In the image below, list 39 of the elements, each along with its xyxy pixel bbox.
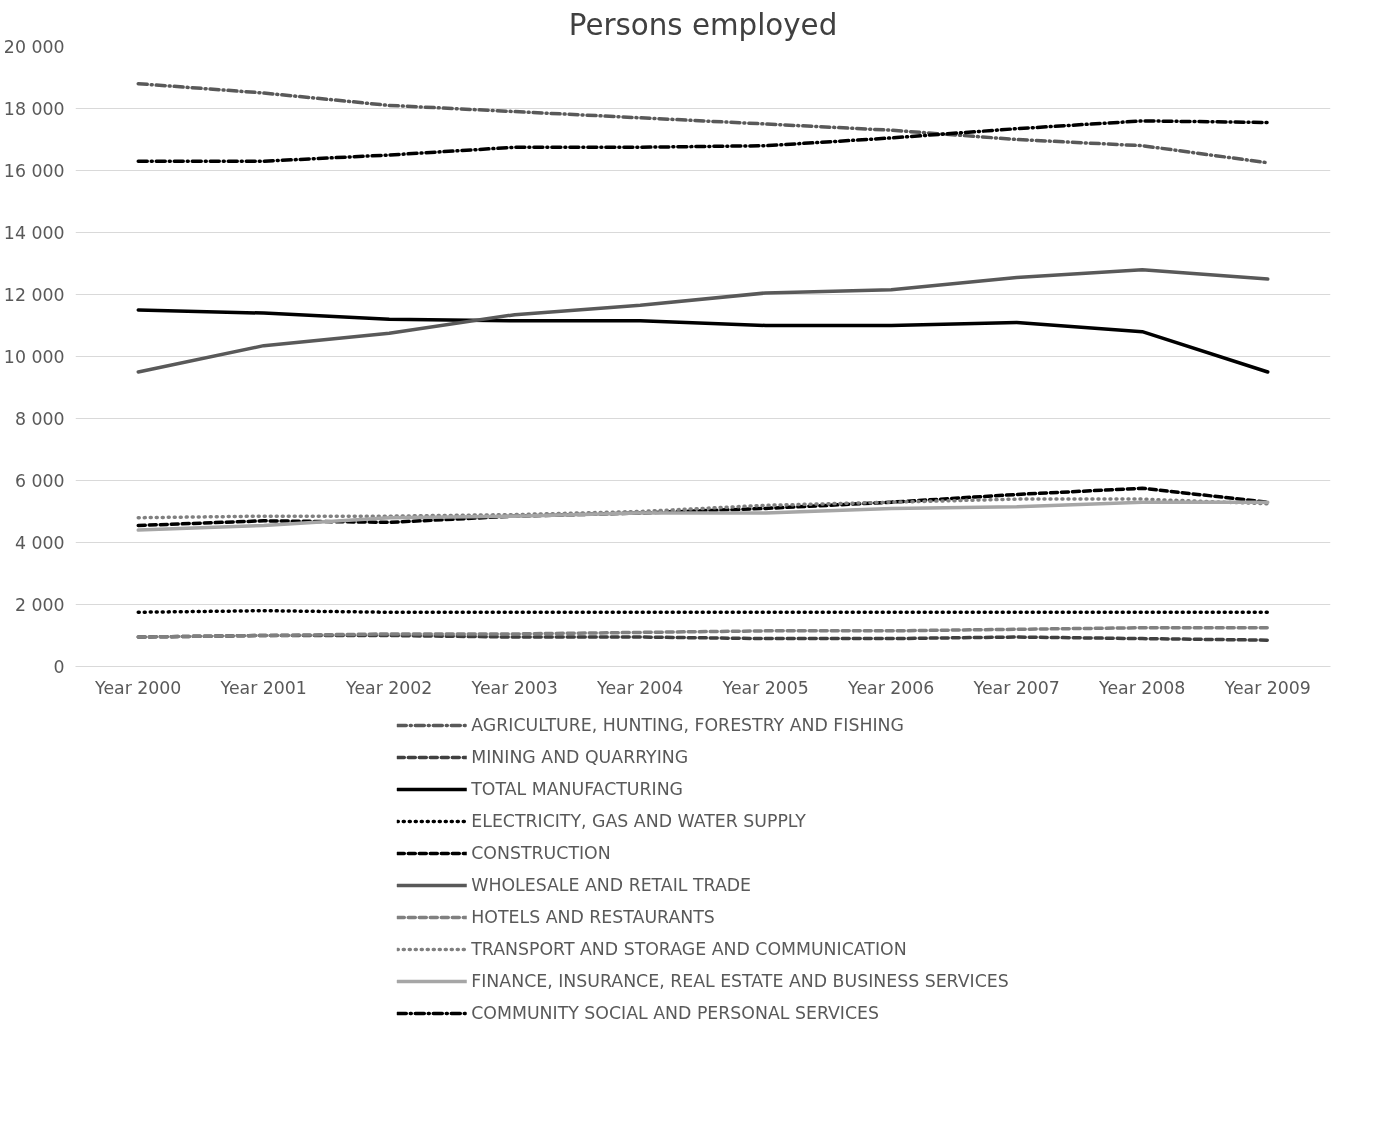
- line-series: [136, 500, 1270, 532]
- y-tick-label: 2 000: [14, 594, 65, 615]
- legend-label: HOTELS AND RESTAURANTS: [471, 907, 715, 927]
- x-tick-label: Year 2007: [972, 677, 1060, 698]
- line-series: [136, 626, 1270, 639]
- x-tick-label: Year 2000: [94, 677, 182, 698]
- line-series: [136, 497, 1270, 520]
- y-tick-label: 8 000: [14, 408, 65, 429]
- chart-title: Persons employed: [568, 7, 838, 42]
- y-tick-label: 6 000: [14, 470, 65, 491]
- y-tick-label: 10 000: [3, 346, 65, 367]
- y-tick-label: 14 000: [3, 222, 65, 243]
- y-tick-label: 0: [53, 656, 65, 677]
- line-series: [136, 267, 1270, 374]
- legend-label: TRANSPORT AND STORAGE AND COMMUNICATION: [471, 939, 907, 959]
- x-tick-label: Year 2002: [345, 677, 433, 698]
- y-tick-label: 4 000: [14, 532, 65, 553]
- line-series: [136, 308, 1270, 374]
- legend-label: COMMUNITY SOCIAL AND PERSONAL SERVICES: [471, 1003, 879, 1023]
- y-tick-label: 18 000: [3, 98, 65, 119]
- y-tick-label: 16 000: [3, 160, 65, 181]
- line-series: [136, 81, 1270, 165]
- legend-label: MINING AND QUARRYING: [471, 747, 689, 767]
- y-tick-label: 12 000: [3, 284, 65, 305]
- legend-label: ELECTRICITY, GAS AND WATER SUPPLY: [471, 811, 806, 831]
- legend-label: AGRICULTURE, HUNTING, FORESTRY AND FISHING: [471, 715, 904, 735]
- legend-label: TOTAL MANUFACTURING: [471, 779, 684, 799]
- line-series: [136, 119, 1270, 163]
- x-tick-label: Year 2009: [1223, 677, 1311, 698]
- legend-label: FINANCE, INSURANCE, REAL ESTATE AND BUSINESS SERVICES: [471, 971, 1009, 991]
- x-tick-label: Year 2004: [596, 677, 684, 698]
- legend-label: WHOLESALE AND RETAIL TRADE: [471, 875, 752, 895]
- x-tick-label: Year 2006: [847, 677, 935, 698]
- x-tick-label: Year 2003: [470, 677, 558, 698]
- legend-label: CONSTRUCTION: [471, 843, 611, 863]
- x-tick-label: Year 2005: [721, 677, 809, 698]
- x-tick-label: Year 2001: [219, 677, 307, 698]
- x-tick-label: Year 2008: [1098, 677, 1186, 698]
- y-tick-label: 20 000: [3, 36, 65, 57]
